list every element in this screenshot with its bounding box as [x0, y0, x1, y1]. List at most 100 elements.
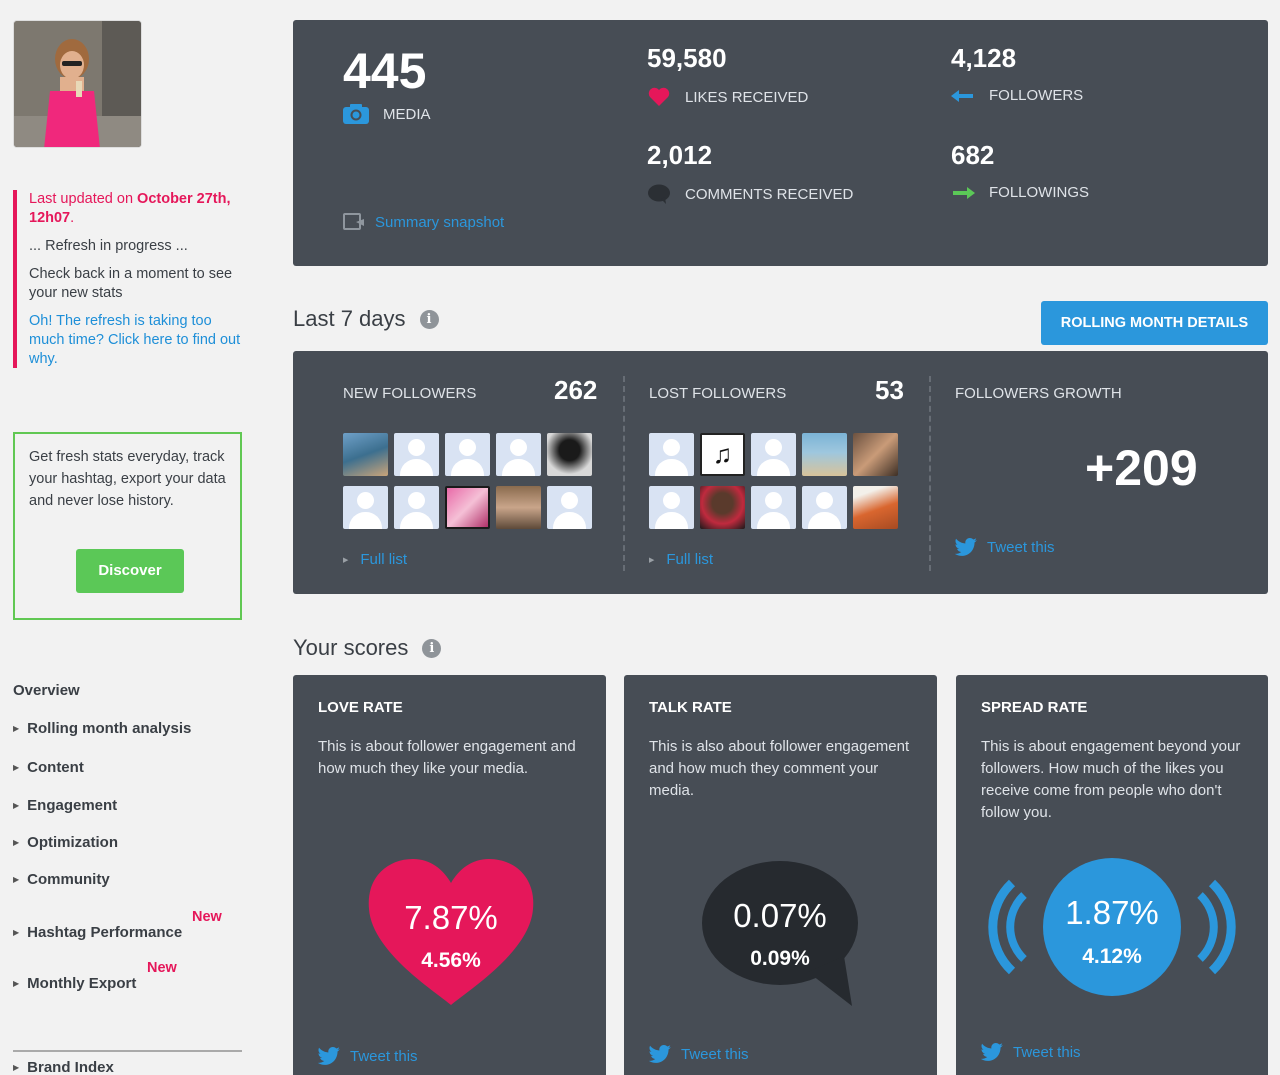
lost-follower-avatar[interactable]	[649, 486, 694, 529]
lost-followers-full-list-link[interactable]: ▶ Full list	[649, 551, 714, 568]
likes-count: 59,580	[647, 43, 727, 73]
lost-follower-avatar[interactable]	[853, 486, 898, 529]
twitter-bird-icon	[955, 538, 977, 556]
nav-item-hashtag-performance[interactable]: ▶ Hashtag Performance	[13, 924, 183, 941]
followers-label: FOLLOWERS	[951, 87, 1083, 104]
nav-divider	[13, 1050, 242, 1052]
spread-rate-tweet-link[interactable]: Tweet this	[981, 1043, 1081, 1061]
follower-avatar[interactable]	[547, 433, 592, 476]
followers-growth-value: +209	[1085, 440, 1198, 496]
summary-card: 445 MEDIA 59,580 LIKES RECEIVED 4,128 FO…	[293, 20, 1268, 266]
lost-followers-count: 53	[875, 375, 904, 405]
info-icon[interactable]: i	[419, 309, 439, 329]
comment-bubble-icon	[647, 184, 671, 204]
follower-avatar[interactable]	[496, 486, 541, 529]
media-label: MEDIA	[343, 104, 431, 124]
nav-item-engagement[interactable]: ▶ Engagement	[13, 797, 118, 814]
last-7-days-title: Last 7 days i	[293, 306, 439, 332]
follower-avatar[interactable]	[394, 433, 439, 476]
follower-avatar[interactable]	[445, 486, 490, 529]
heart-icon	[647, 87, 671, 107]
nav-item-brand-index[interactable]: ▶ Brand Index	[13, 1059, 114, 1075]
comments-label: COMMENTS RECEIVED	[647, 184, 853, 204]
twitter-bird-icon	[649, 1045, 671, 1063]
refresh-help-link[interactable]: Oh! The refresh is taking too much time?…	[29, 313, 241, 367]
nav-item-monthly-export[interactable]: ▶ Monthly Export	[13, 975, 137, 992]
summary-snapshot-link[interactable]: Summary snapshot	[343, 213, 504, 231]
last-updated-text: Last updated on October 27th, 12h07.	[29, 191, 231, 226]
triangle-right-icon: ▶	[649, 556, 655, 564]
talk-rate-value: 0.07%	[733, 897, 827, 934]
triangle-right-icon: ▶	[13, 801, 20, 810]
follower-avatar[interactable]	[547, 486, 592, 529]
score-description: This is about engagement beyond your fol…	[981, 738, 1241, 821]
lost-follower-avatar[interactable]	[700, 486, 745, 529]
lost-follower-avatar[interactable]: ♫	[700, 433, 745, 476]
love-rate-tweet-link[interactable]: Tweet this	[318, 1047, 418, 1065]
follower-avatar[interactable]	[445, 433, 490, 476]
check-back-text: Check back in a moment to see your new s…	[29, 266, 233, 301]
premium-promo-box: Get fresh stats everyday, track your has…	[13, 432, 242, 620]
love-rate-value: 7.87%	[404, 899, 498, 936]
twitter-bird-icon	[981, 1043, 1003, 1061]
follower-avatar[interactable]	[343, 433, 388, 476]
growth-tweet-link[interactable]: Tweet this	[955, 538, 1055, 556]
score-description: This is about follower engagement and ho…	[318, 738, 576, 777]
nav-item-optimization[interactable]: ▶ Optimization	[13, 834, 118, 851]
lost-follower-avatar[interactable]	[751, 433, 796, 476]
score-title: LOVE RATE	[318, 699, 403, 716]
score-title: TALK RATE	[649, 699, 732, 716]
new-badge: New	[192, 909, 222, 925]
lost-follower-avatar[interactable]	[649, 433, 694, 476]
update-status-panel: Last updated on October 27th, 12h07. ...…	[13, 190, 245, 368]
profile-avatar[interactable]	[13, 20, 142, 148]
your-scores-title: Your scores i	[293, 635, 442, 661]
follower-avatar[interactable]	[343, 486, 388, 529]
nav-item-content[interactable]: ▶ Content	[13, 759, 84, 776]
talk-rate-tweet-link[interactable]: Tweet this	[649, 1045, 749, 1063]
lost-follower-avatar[interactable]	[853, 433, 898, 476]
speech-bubble-icon	[702, 861, 858, 1006]
new-followers-count: 262	[554, 375, 598, 405]
arrow-right-icon	[951, 186, 975, 200]
nav-item-rolling-month[interactable]: ▶ Rolling month analysis	[13, 720, 192, 737]
new-followers-full-list-link[interactable]: ▶ Full list	[343, 551, 408, 568]
new-followers-label: NEW FOLLOWERS	[343, 385, 477, 402]
last-7-days-card: NEW FOLLOWERS 262 ▶ Full list LOST FOLLOW…	[293, 351, 1268, 594]
triangle-right-icon: ▶	[343, 556, 349, 564]
lost-follower-avatar[interactable]	[802, 433, 847, 476]
likes-label: LIKES RECEIVED	[647, 87, 808, 107]
talk-rate-average: 0.09%	[750, 947, 810, 970]
nav-heading-overview[interactable]: Overview	[13, 682, 80, 699]
discover-button[interactable]: Discover	[76, 549, 184, 593]
column-divider	[929, 376, 931, 571]
info-icon[interactable]: i	[422, 638, 442, 658]
music-note-icon: ♫	[712, 439, 733, 469]
triangle-right-icon: ▶	[13, 875, 20, 884]
profile-photo-image	[14, 21, 141, 147]
triangle-right-icon: ▶	[13, 838, 20, 847]
camera-icon	[343, 104, 369, 124]
triangle-right-icon: ▶	[13, 1063, 20, 1072]
spread-rate-average: 4.12%	[1082, 945, 1142, 968]
media-count: 445	[343, 43, 427, 99]
promo-text: Get fresh stats everyday, track your has…	[29, 449, 226, 509]
love-rate-card: LOVE RATE This is about follower engagem…	[293, 675, 606, 1075]
nav-item-community[interactable]: ▶ Community	[13, 871, 110, 888]
lost-follower-avatar[interactable]	[802, 486, 847, 529]
heart-icon	[368, 859, 534, 1005]
followings-label: FOLLOWINGS	[951, 184, 1089, 201]
triangle-right-icon: ▶	[13, 724, 20, 733]
triangle-right-icon: ▶	[13, 763, 20, 772]
triangle-right-icon: ▶	[13, 979, 20, 988]
love-rate-average: 4.56%	[421, 949, 481, 972]
rolling-month-details-button[interactable]: ROLLING MONTH DETAILS	[1041, 301, 1268, 345]
spread-rate-value: 1.87%	[1065, 894, 1159, 931]
broadcast-icon	[988, 858, 1236, 996]
snapshot-icon	[343, 213, 365, 231]
followings-count: 682	[951, 140, 995, 170]
follower-avatar[interactable]	[496, 433, 541, 476]
follower-avatar[interactable]	[394, 486, 439, 529]
talk-rate-card: TALK RATE This is also about follower en…	[624, 675, 937, 1075]
lost-follower-avatar[interactable]	[751, 486, 796, 529]
